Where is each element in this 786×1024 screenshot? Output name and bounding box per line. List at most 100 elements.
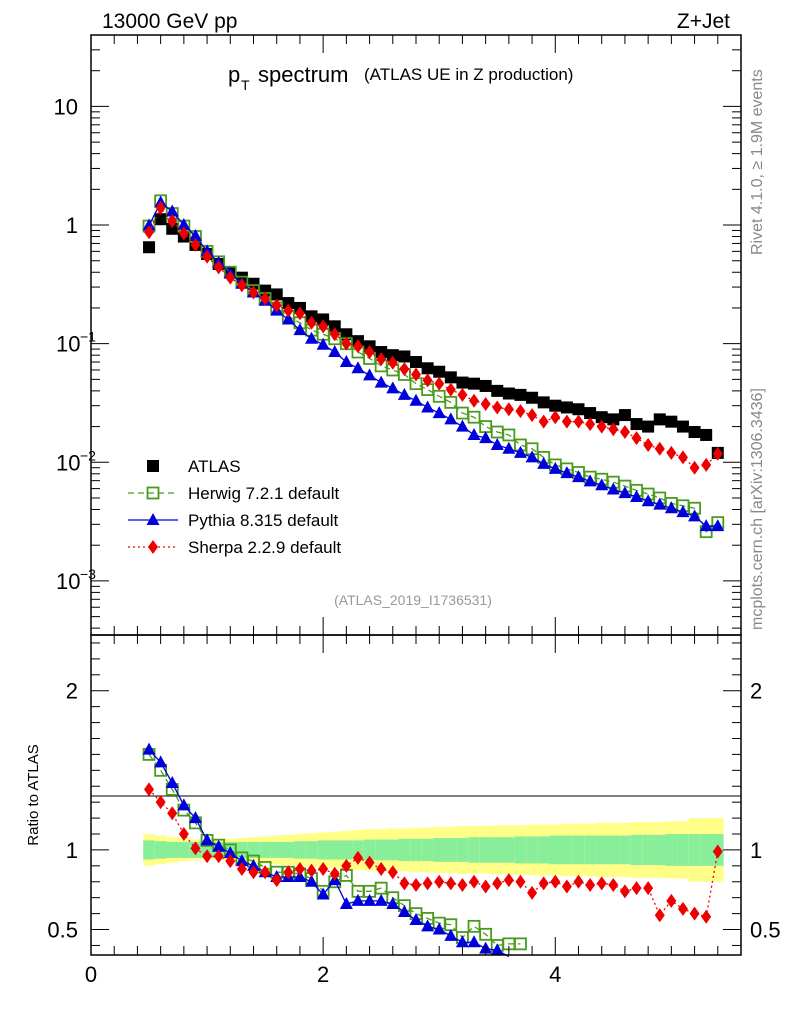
ratio-point xyxy=(387,865,398,880)
ratio-point xyxy=(492,876,503,891)
ratio-point xyxy=(178,827,189,842)
data-point xyxy=(236,278,247,293)
data-point xyxy=(666,445,677,460)
ratio-axes: 0.5 0.5 1 1 2 2 0 2 4 xyxy=(47,634,781,987)
data-point xyxy=(260,291,271,306)
band-inner xyxy=(642,834,654,866)
ratio-point xyxy=(144,782,155,797)
data-point xyxy=(305,331,319,344)
legend-label: Pythia 8.315 default xyxy=(188,511,339,530)
data-point xyxy=(328,345,342,358)
ratio-y-label-left: 2 xyxy=(66,679,78,704)
band-inner xyxy=(619,835,631,865)
legend-marker xyxy=(148,540,158,554)
ratio-ylabel: Ratio to ATLAS xyxy=(25,744,42,845)
data-point xyxy=(154,213,167,226)
ratio-point xyxy=(271,873,282,888)
band-inner xyxy=(514,836,527,864)
data-point xyxy=(549,399,562,412)
data-point xyxy=(618,486,632,499)
ratio-point xyxy=(457,877,468,892)
data-point xyxy=(665,415,678,428)
band-inner xyxy=(549,835,562,865)
data-point xyxy=(188,228,202,241)
ratio-point xyxy=(260,865,271,880)
data-point xyxy=(213,260,224,275)
ratio-point xyxy=(619,884,630,899)
ratio-point xyxy=(283,865,294,880)
series-1 xyxy=(142,194,725,539)
data-point xyxy=(548,461,562,474)
ratio-point xyxy=(376,862,387,877)
band-inner xyxy=(410,838,422,862)
ratio-point xyxy=(654,908,665,923)
ratio-point xyxy=(515,874,526,889)
data-point xyxy=(398,350,411,363)
mcplots-label: mcplots.cern.ch [arXiv:1306.3436] xyxy=(749,388,766,630)
band-inner xyxy=(340,840,353,860)
data-point xyxy=(341,336,352,351)
ratio-point xyxy=(596,876,607,891)
legend-label: Herwig 7.2.1 default xyxy=(188,484,339,503)
rivet-version-label: Rivet 4.1.0, ≥ 1.9M events xyxy=(749,69,766,255)
data-point xyxy=(525,450,539,463)
ratio-point xyxy=(712,844,723,859)
data-point xyxy=(202,249,213,264)
data-point xyxy=(561,414,572,429)
analysis-label: (ATLAS_2019_I1736531) xyxy=(334,592,492,608)
data-point xyxy=(142,218,156,231)
band-inner xyxy=(317,840,329,860)
data-point xyxy=(444,371,457,384)
data-point xyxy=(248,285,259,300)
ratio-point xyxy=(374,893,388,906)
data-point xyxy=(653,413,666,426)
band-inner xyxy=(479,837,492,863)
data-point xyxy=(318,319,329,334)
data-point xyxy=(699,519,713,532)
data-point xyxy=(386,349,399,362)
band-inner xyxy=(386,839,399,861)
data-point xyxy=(190,237,201,252)
data-point xyxy=(653,497,667,510)
data-point xyxy=(467,410,481,424)
title-p: p xyxy=(228,62,240,87)
data-point xyxy=(166,222,179,235)
legend-entry-3: Sherpa 2.2.9 default xyxy=(128,538,341,557)
ratio-y-label-left: 0.5 xyxy=(47,918,78,943)
ratio-point xyxy=(235,854,249,867)
data-point xyxy=(654,441,665,456)
data-point xyxy=(630,418,643,431)
data-point xyxy=(364,345,375,360)
data-point xyxy=(399,362,410,377)
data-point xyxy=(167,214,178,229)
y-tick-label: 10 xyxy=(56,450,80,475)
ratio-point xyxy=(631,881,642,896)
ratio-point xyxy=(399,876,410,891)
data-point xyxy=(225,270,236,285)
ratio-point xyxy=(341,858,352,873)
data-point xyxy=(712,446,723,461)
energy-label: 13000 GeV pp xyxy=(102,10,237,33)
data-point xyxy=(631,431,642,446)
data-point xyxy=(281,312,295,325)
main-title: p T spectrum (ATLAS UE in Z production) xyxy=(228,62,573,93)
data-point xyxy=(537,396,550,409)
ratio-point xyxy=(467,935,481,948)
ratio-point xyxy=(374,881,388,895)
data-point xyxy=(410,356,422,369)
ratio-point xyxy=(339,897,353,910)
ratio-frame xyxy=(90,634,742,956)
ratio-y-label-right: 2 xyxy=(750,679,762,704)
data-point xyxy=(642,420,655,433)
ratio-point xyxy=(701,909,712,924)
legend: ATLAS Herwig 7.2.1 default Pythia 8.315 de… xyxy=(128,457,341,557)
band-inner xyxy=(236,841,248,858)
data-point xyxy=(677,450,688,465)
x-tick-label: 0 xyxy=(85,962,97,987)
band-inner xyxy=(247,841,260,858)
data-point xyxy=(619,425,630,440)
band-inner xyxy=(375,839,387,861)
data-point xyxy=(397,387,411,400)
